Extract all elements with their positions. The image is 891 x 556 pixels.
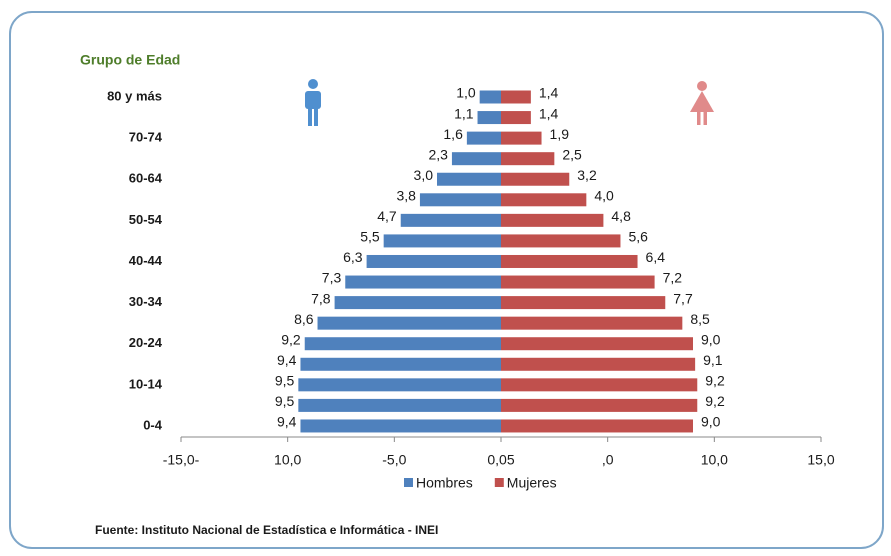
axis-label: Grupo de Edad xyxy=(80,52,180,68)
value-label: 3,2 xyxy=(577,167,597,183)
value-label: 1,4 xyxy=(539,105,559,121)
value-label: 7,7 xyxy=(673,290,693,306)
legend-label: Mujeres xyxy=(507,475,557,491)
value-label: 7,2 xyxy=(663,270,683,286)
female-icon xyxy=(690,81,714,125)
x-tick-label: -15,0- xyxy=(163,452,200,468)
value-label: 6,3 xyxy=(343,249,363,265)
category-label: 20-24 xyxy=(129,335,163,350)
bar xyxy=(334,296,501,310)
bar xyxy=(501,131,542,145)
bar xyxy=(501,193,587,207)
bar xyxy=(501,419,693,433)
value-label: 9,0 xyxy=(701,331,721,347)
bar xyxy=(400,213,501,227)
bar xyxy=(317,316,501,330)
value-label: 5,5 xyxy=(360,229,380,245)
bar xyxy=(419,193,501,207)
bar xyxy=(366,254,501,268)
bar xyxy=(501,111,531,125)
value-label: 9,2 xyxy=(705,393,725,409)
value-label: 2,3 xyxy=(428,146,448,162)
category-label: 60-64 xyxy=(129,171,163,186)
bar xyxy=(501,254,638,268)
value-label: 9,2 xyxy=(281,331,301,347)
value-label: 7,3 xyxy=(322,270,342,286)
bar xyxy=(466,131,501,145)
legend-swatch xyxy=(494,478,504,487)
source: Fuente: Instituto Nacional de Estadístic… xyxy=(95,523,438,537)
value-label: 8,6 xyxy=(294,311,314,327)
value-label: 4,8 xyxy=(611,208,631,224)
bar xyxy=(345,275,501,289)
bar xyxy=(300,419,501,433)
bar xyxy=(501,213,604,227)
value-label: 9,0 xyxy=(701,414,721,430)
x-tick-label: 0,05 xyxy=(487,452,514,468)
value-label: 2,5 xyxy=(562,146,582,162)
value-label: 7,8 xyxy=(311,290,331,306)
x-tick-label: 10,0 xyxy=(274,452,301,468)
bar xyxy=(479,90,501,104)
value-label: 9,4 xyxy=(277,352,297,368)
category-label: 10-14 xyxy=(129,376,163,391)
x-tick-label: 15,0 xyxy=(807,452,834,468)
bar xyxy=(501,275,655,289)
legend-swatch xyxy=(404,478,413,487)
value-label: 9,4 xyxy=(277,414,297,430)
bar xyxy=(477,111,501,125)
bar xyxy=(304,337,501,351)
value-label: 6,4 xyxy=(646,249,666,265)
value-label: 9,5 xyxy=(275,393,295,409)
value-label: 1,4 xyxy=(539,85,559,101)
bar xyxy=(501,357,696,371)
category-label: 40-44 xyxy=(129,253,163,268)
value-label: 5,6 xyxy=(628,229,648,245)
value-label: 8,5 xyxy=(690,311,710,327)
bar xyxy=(501,296,666,310)
bar xyxy=(501,172,570,186)
x-tick-label: 10,0 xyxy=(701,452,728,468)
bar xyxy=(501,316,683,330)
value-label: 3,0 xyxy=(414,167,434,183)
category-label: 70-74 xyxy=(129,130,163,145)
bar xyxy=(298,378,501,392)
x-tick-label: -5,0 xyxy=(382,452,406,468)
category-label: 30-34 xyxy=(129,294,163,309)
bar xyxy=(501,90,531,104)
value-label: 3,8 xyxy=(396,188,416,204)
bar xyxy=(501,398,698,412)
bar xyxy=(501,337,693,351)
category-label: 80 y más xyxy=(107,88,162,103)
value-label: 1,0 xyxy=(456,85,476,101)
value-label: 9,1 xyxy=(703,352,723,368)
bar xyxy=(300,357,501,371)
value-label: 9,2 xyxy=(705,373,725,389)
bar xyxy=(298,398,501,412)
value-label: 1,1 xyxy=(454,105,474,121)
value-label: 1,9 xyxy=(550,126,570,142)
value-label: 9,5 xyxy=(275,373,295,389)
bar xyxy=(501,378,698,392)
bar xyxy=(501,234,621,248)
bar xyxy=(437,172,501,186)
value-label: 1,6 xyxy=(443,126,463,142)
x-tick-label: ,0 xyxy=(602,452,614,468)
bar xyxy=(451,152,501,166)
male-icon xyxy=(305,79,321,126)
category-label: 50-54 xyxy=(129,212,163,227)
bar xyxy=(383,234,501,248)
bar xyxy=(501,152,555,166)
category-label: 0-4 xyxy=(143,417,163,432)
value-label: 4,0 xyxy=(594,188,614,204)
legend-label: Hombres xyxy=(416,475,473,491)
value-label: 4,7 xyxy=(377,208,397,224)
